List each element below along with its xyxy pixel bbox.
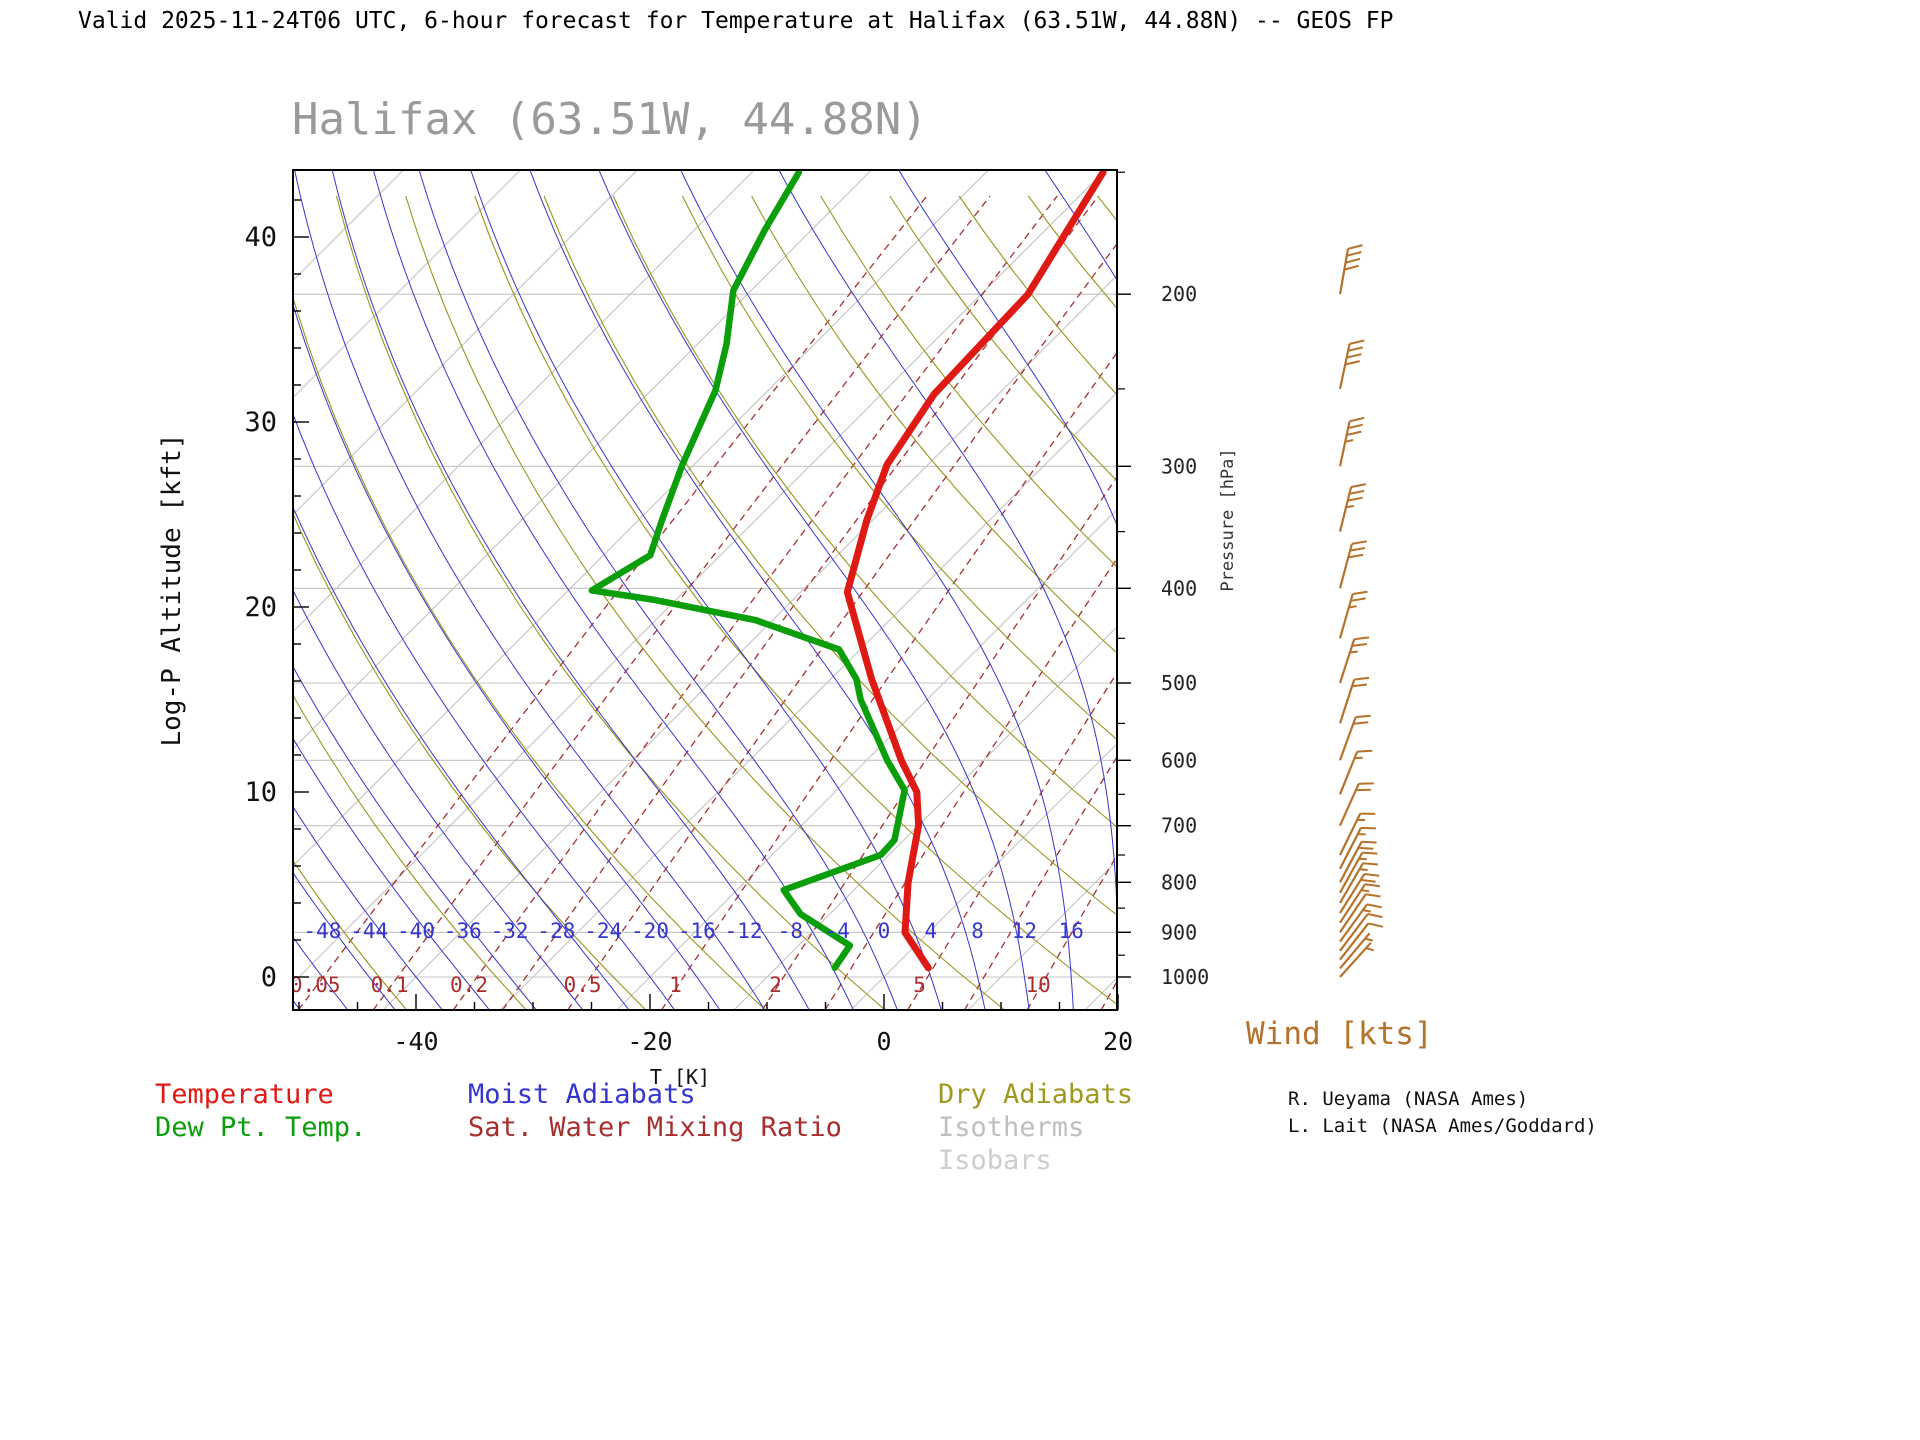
dewpoint-trace (588, 170, 908, 972)
svg-text:-4: -4 (825, 919, 850, 943)
mixing-ratio-lines (297, 195, 1117, 1010)
legend-dewpoint: Dew Pt. Temp. (155, 1112, 367, 1143)
svg-text:-24: -24 (584, 919, 622, 943)
legend-dry-adiabats: Dry Adiabats (938, 1079, 1134, 1110)
svg-text:0: 0 (876, 1027, 891, 1056)
svg-text:40: 40 (244, 222, 277, 253)
svg-text:10: 10 (1025, 973, 1050, 997)
svg-text:T [K]: T [K] (650, 1065, 710, 1089)
temperature-trace (843, 170, 1107, 972)
svg-text:200: 200 (1161, 282, 1197, 306)
credit-line-1: R. Ueyama (NASA Ames) (1288, 1088, 1529, 1110)
credit-line-2: L. Lait (NASA Ames/Goddard) (1288, 1115, 1597, 1137)
legend-isobars: Isobars (938, 1145, 1052, 1176)
legend-moist-adiabats: Moist Adiabats (468, 1079, 696, 1110)
svg-text:30: 30 (244, 407, 277, 438)
svg-text:-28: -28 (537, 919, 575, 943)
svg-text:16: 16 (1059, 919, 1084, 943)
altitude-axis: 0 10 20 30 40 Log-P Altitude [kft] (157, 199, 309, 993)
svg-text:-36: -36 (444, 919, 482, 943)
svg-text:5: 5 (913, 973, 926, 997)
svg-text:500: 500 (1161, 671, 1197, 695)
svg-text:-40: -40 (397, 919, 435, 943)
svg-text:800: 800 (1161, 870, 1197, 894)
svg-text:-20: -20 (627, 1027, 672, 1056)
svg-text:1: 1 (669, 973, 682, 997)
svg-text:1000: 1000 (1161, 965, 1209, 989)
svg-text:900: 900 (1161, 920, 1197, 944)
svg-text:-12: -12 (725, 919, 763, 943)
svg-text:0.1: 0.1 (371, 973, 409, 997)
svg-text:0: 0 (878, 919, 891, 943)
svg-text:20: 20 (244, 592, 277, 623)
temperature-axis: -40 -20 0 20 T [K] (298, 994, 1133, 1089)
skewt-plot: -48 -44 -40 -36 -32 -28 -24 -20 -16 -12 -8 -4 0 4 8 12 1… (157, 169, 1384, 1089)
legend-column-background: Dry Adiabats Isotherms Isobars (938, 1078, 1133, 1177)
svg-text:20: 20 (1103, 1027, 1133, 1056)
svg-text:300: 300 (1161, 454, 1197, 478)
svg-text:-44: -44 (350, 919, 388, 943)
isobar-lines (293, 293, 1117, 978)
svg-text:-40: -40 (393, 1027, 438, 1056)
svg-text:-8: -8 (778, 919, 803, 943)
svg-text:700: 700 (1161, 814, 1197, 838)
svg-text:Pressure [hPa]: Pressure [hPa] (1218, 448, 1238, 591)
svg-text:0: 0 (261, 962, 277, 993)
svg-text:0.2: 0.2 (450, 973, 488, 997)
moist-adiabat-lines (293, 170, 1117, 1010)
legend-isotherms: Isotherms (938, 1112, 1085, 1143)
svg-text:12: 12 (1012, 919, 1037, 943)
svg-text:Log-P Altitude [kft]: Log-P Altitude [kft] (157, 433, 187, 746)
legend-column-profiles: Temperature Dew Pt. Temp. (155, 1078, 366, 1144)
legend-column-moist: Moist Adiabats Sat. Water Mixing Ratio (468, 1078, 842, 1144)
chart-title: Halifax (63.51W, 44.88N) (292, 94, 928, 145)
wind-barbs (1338, 244, 1384, 978)
moist-adiabat-labels: -48 -44 -40 -36 -32 -28 -24 -20 -16 -12 -8 -4 0 4 8 12 1… (303, 919, 1083, 943)
wind-units-label: Wind [kts] (1246, 1016, 1433, 1052)
legend-temperature: Temperature (155, 1079, 334, 1110)
svg-text:8: 8 (971, 919, 984, 943)
svg-text:4: 4 (924, 919, 937, 943)
plot-frame (292, 169, 1118, 1011)
svg-text:-48: -48 (303, 919, 341, 943)
svg-text:400: 400 (1161, 576, 1197, 600)
pressure-axis: 200 300 400 500 600 700 800 900 1000 Pressure [hP… (1117, 171, 1238, 989)
svg-text:-16: -16 (678, 919, 716, 943)
svg-text:-32: -32 (491, 919, 529, 943)
page-title: Valid 2025-11-24T06 UTC, 6-hour forecast… (78, 8, 1394, 34)
svg-text:600: 600 (1161, 748, 1197, 772)
dry-adiabat-lines (293, 195, 1117, 1010)
legend-mixing-ratio: Sat. Water Mixing Ratio (468, 1112, 842, 1143)
svg-text:-20: -20 (631, 919, 669, 943)
svg-text:2: 2 (769, 973, 782, 997)
mixing-ratio-labels: 0.05 0.1 0.2 0.5 1 2 5 10 (293, 973, 1051, 997)
svg-text:10: 10 (244, 777, 277, 808)
svg-text:0.5: 0.5 (564, 973, 602, 997)
credits: R. Ueyama (NASA Ames) L. Lait (NASA Ames… (1288, 1086, 1597, 1140)
